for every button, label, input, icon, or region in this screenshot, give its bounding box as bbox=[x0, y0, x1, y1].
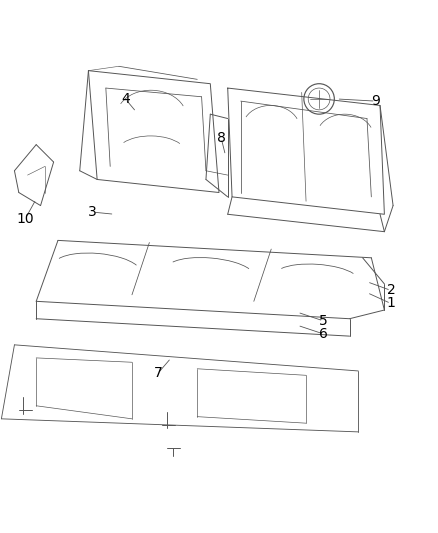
Text: 2: 2 bbox=[387, 284, 395, 297]
Text: 9: 9 bbox=[371, 94, 380, 108]
Text: 8: 8 bbox=[217, 131, 226, 145]
Text: 4: 4 bbox=[121, 92, 130, 106]
Text: 6: 6 bbox=[319, 327, 328, 341]
Text: 7: 7 bbox=[154, 366, 162, 380]
Text: 5: 5 bbox=[319, 314, 328, 328]
Text: 1: 1 bbox=[386, 296, 396, 311]
Text: 3: 3 bbox=[88, 205, 97, 219]
Text: 10: 10 bbox=[17, 212, 34, 225]
